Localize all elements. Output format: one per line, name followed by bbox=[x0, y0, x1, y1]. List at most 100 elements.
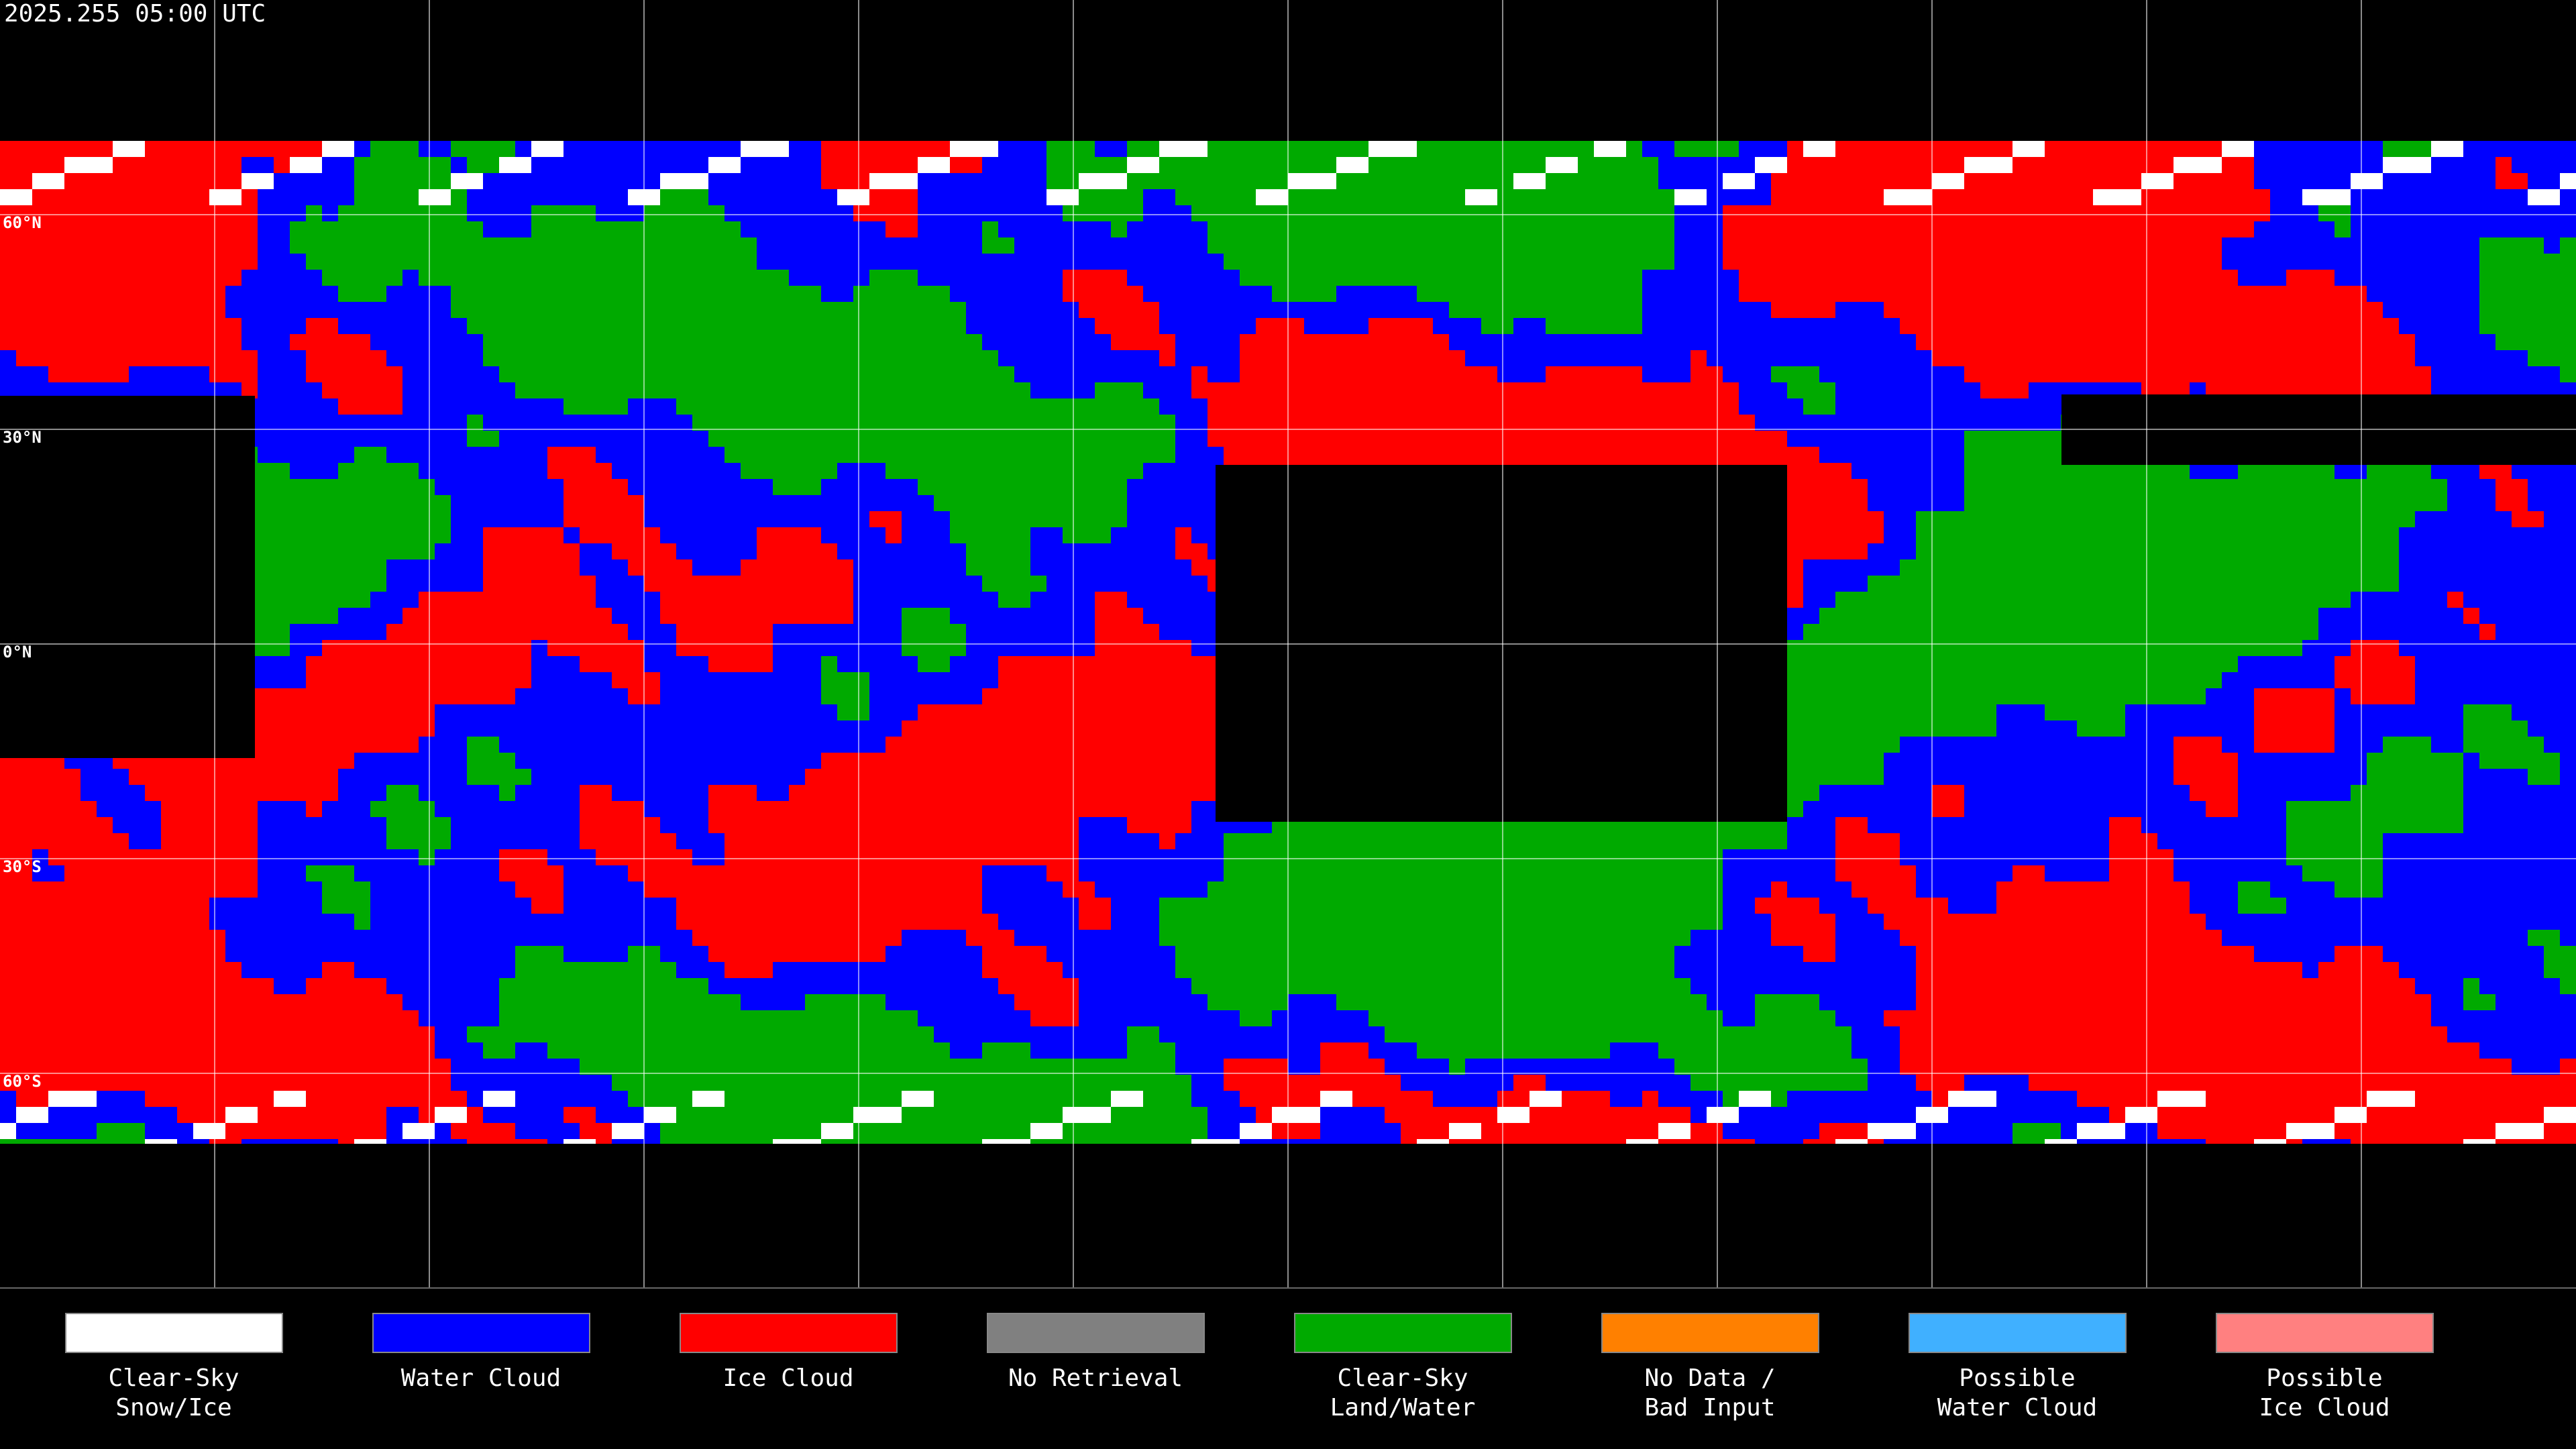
pixel bbox=[2512, 511, 2528, 527]
pixel bbox=[1916, 382, 1932, 398]
pixel bbox=[241, 334, 258, 350]
pixel bbox=[402, 302, 419, 318]
pixel bbox=[467, 576, 483, 592]
pixel bbox=[435, 366, 451, 382]
pixel bbox=[1868, 543, 1884, 559]
pixel bbox=[1803, 318, 1819, 334]
pixel bbox=[2012, 592, 2029, 608]
pixel bbox=[2045, 463, 2061, 479]
pixel bbox=[370, 254, 386, 270]
pixel bbox=[869, 431, 885, 447]
pixel bbox=[467, 205, 483, 221]
pixel bbox=[1079, 527, 1095, 543]
pixel bbox=[1111, 286, 1127, 302]
pixel bbox=[2528, 334, 2544, 350]
pixel bbox=[1433, 415, 1449, 431]
pixel bbox=[2302, 624, 2318, 640]
pixel bbox=[338, 221, 354, 237]
pixel bbox=[2463, 334, 2479, 350]
pixel bbox=[1111, 479, 1127, 495]
pixel bbox=[950, 398, 966, 415]
pixel bbox=[821, 592, 837, 608]
pixel bbox=[2012, 511, 2029, 527]
pixel bbox=[2109, 350, 2125, 366]
pixel bbox=[853, 237, 869, 254]
pixel bbox=[258, 511, 274, 527]
pixel bbox=[338, 286, 354, 302]
pixel bbox=[419, 366, 435, 382]
pixel bbox=[869, 366, 885, 382]
pixel bbox=[1642, 366, 1658, 382]
pixel bbox=[1159, 479, 1175, 495]
pixel bbox=[1095, 173, 1111, 189]
pixel bbox=[2431, 479, 2447, 495]
pixel bbox=[724, 543, 741, 559]
pixel bbox=[1111, 141, 1127, 157]
pixel bbox=[1014, 286, 1030, 302]
pixel bbox=[1352, 350, 1368, 366]
pixel bbox=[2061, 173, 2077, 189]
pixel bbox=[2093, 302, 2109, 318]
pixel bbox=[2431, 543, 2447, 559]
pixel bbox=[580, 640, 596, 656]
pixel bbox=[757, 398, 773, 415]
pixel bbox=[676, 189, 692, 205]
pixel bbox=[1433, 318, 1449, 334]
pixel bbox=[902, 479, 918, 495]
pixel bbox=[258, 318, 274, 334]
pixel bbox=[966, 463, 982, 479]
pixel bbox=[2383, 157, 2399, 173]
pixel bbox=[1095, 189, 1111, 205]
pixel bbox=[1385, 254, 1401, 270]
pixel bbox=[2447, 157, 2463, 173]
pixel bbox=[1288, 431, 1304, 447]
pixel bbox=[966, 366, 982, 382]
pixel bbox=[1256, 447, 1272, 463]
pixel bbox=[1562, 173, 1578, 189]
pixel bbox=[451, 624, 467, 640]
pixel bbox=[1964, 350, 1980, 366]
pixel bbox=[692, 608, 708, 624]
pixel bbox=[1030, 189, 1046, 205]
pixel bbox=[1127, 592, 1143, 608]
pixel bbox=[499, 640, 515, 656]
pixel bbox=[628, 189, 644, 205]
pixel bbox=[821, 576, 837, 592]
pixel bbox=[354, 270, 370, 286]
pixel bbox=[1513, 141, 1529, 157]
pixel bbox=[902, 382, 918, 398]
pixel bbox=[1916, 576, 1932, 592]
pixel bbox=[805, 559, 821, 576]
pixel bbox=[1352, 205, 1368, 221]
pixel bbox=[1465, 141, 1481, 157]
pixel bbox=[2302, 463, 2318, 479]
pixel bbox=[2351, 608, 2367, 624]
pixel bbox=[2318, 237, 2334, 254]
pixel bbox=[1932, 431, 1948, 447]
pixel bbox=[934, 382, 950, 398]
pixel bbox=[902, 398, 918, 415]
pixel bbox=[1063, 350, 1079, 366]
pixel bbox=[290, 543, 306, 559]
pixel bbox=[998, 237, 1014, 254]
pixel bbox=[1803, 302, 1819, 318]
pixel bbox=[2157, 463, 2174, 479]
pixel bbox=[290, 495, 306, 511]
pixel bbox=[32, 254, 48, 270]
pixel bbox=[2560, 366, 2576, 382]
pixel bbox=[1240, 447, 1256, 463]
pixel bbox=[966, 495, 982, 511]
pixel bbox=[2560, 189, 2576, 205]
pixel bbox=[1868, 173, 1884, 189]
pixel bbox=[1063, 479, 1079, 495]
pixel bbox=[1529, 382, 1546, 398]
pixel bbox=[885, 576, 902, 592]
pixel bbox=[306, 157, 322, 173]
pixel bbox=[322, 205, 338, 221]
pixel bbox=[2238, 527, 2254, 543]
pixel bbox=[435, 302, 451, 318]
pixel bbox=[676, 576, 692, 592]
pixel bbox=[2270, 592, 2286, 608]
pixel bbox=[419, 543, 435, 559]
pixel bbox=[2061, 334, 2077, 350]
